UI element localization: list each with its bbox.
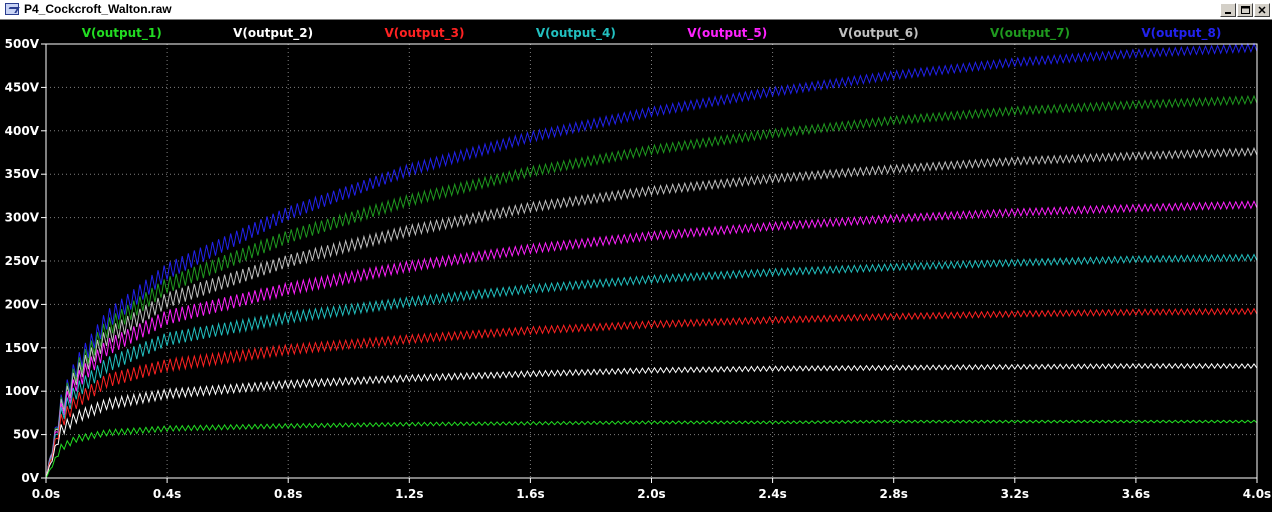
legend-item[interactable]: V(output_5) <box>687 26 767 41</box>
legend-item[interactable]: V(output_7) <box>990 26 1070 41</box>
x-tick-label: 4.0s <box>1243 487 1271 501</box>
window-titlebar[interactable]: P4_Cockcroft_Walton.raw <box>0 0 1272 20</box>
trace-v-output-3- <box>45 307 1258 479</box>
traces <box>45 42 1258 479</box>
trace-v-output-1- <box>45 419 1258 479</box>
close-button[interactable] <box>1254 3 1270 17</box>
y-tick-label: 150V <box>5 341 40 355</box>
legend-item[interactable]: V(output_8) <box>1141 26 1221 41</box>
x-axis-ticks: 0.0s 0.4s 0.8s 1.2s 1.6s 2.0s 2.4s 2.8s 3.2s 3.6s… <box>32 478 1271 501</box>
y-tick-label: 400V <box>5 124 40 138</box>
trace-v-output-7- <box>45 94 1258 479</box>
minimize-icon <box>1225 12 1231 14</box>
x-tick-label: 1.2s <box>395 487 423 501</box>
legend[interactable]: V(output_1) V(output_2) V(output_3) V(outpu… <box>82 26 1222 41</box>
legend-item[interactable]: V(output_4) <box>536 26 616 41</box>
waveform-viewer-icon <box>5 3 19 15</box>
x-tick-label: 3.2s <box>1001 487 1029 501</box>
x-tick-label: 2.4s <box>758 487 786 501</box>
y-tick-label: 0V <box>21 471 39 485</box>
trace-v-output-2- <box>45 362 1258 479</box>
x-tick-label: 0.0s <box>32 487 60 501</box>
trace-v-output-4- <box>45 253 1258 479</box>
x-tick-label: 0.4s <box>153 487 181 501</box>
trace-v-output-8- <box>45 42 1258 479</box>
window-title: P4_Cockcroft_Walton.raw <box>24 2 172 16</box>
x-tick-label: 0.8s <box>274 487 302 501</box>
y-tick-label: 50V <box>13 428 40 442</box>
x-tick-label: 3.6s <box>1122 487 1150 501</box>
grid-lines <box>45 43 1258 479</box>
y-axis-ticks: 0V 50V 100V 150V 200V 250V 300V 350V 400V 450V 500… <box>5 37 46 485</box>
legend-item[interactable]: V(output_2) <box>233 26 313 41</box>
y-tick-label: 500V <box>5 37 40 51</box>
y-tick-label: 250V <box>5 254 40 268</box>
y-tick-label: 450V <box>5 80 40 94</box>
x-tick-label: 2.8s <box>879 487 907 501</box>
x-tick-label: 2.0s <box>637 487 665 501</box>
legend-item[interactable]: V(output_1) <box>82 26 162 41</box>
y-tick-label: 350V <box>5 167 40 181</box>
minimize-button[interactable] <box>1220 3 1236 17</box>
x-tick-label: 1.6s <box>516 487 544 501</box>
maximize-button[interactable] <box>1237 3 1253 17</box>
trace-v-output-6- <box>45 146 1258 479</box>
close-icon <box>1258 6 1266 14</box>
y-tick-label: 300V <box>5 211 40 225</box>
trace-v-output-5- <box>45 200 1258 479</box>
maximize-icon <box>1240 6 1250 14</box>
y-tick-label: 200V <box>5 297 40 311</box>
y-tick-label: 100V <box>5 384 40 398</box>
waveform-chart[interactable]: 0V 50V 100V 150V 200V 250V 300V 350V 400V 450V 500… <box>0 20 1272 512</box>
legend-item[interactable]: V(output_6) <box>839 26 919 41</box>
legend-item[interactable]: V(output_3) <box>384 26 464 41</box>
plot-pane[interactable]: 0V 50V 100V 150V 200V 250V 300V 350V 400V 450V 500… <box>0 20 1272 512</box>
